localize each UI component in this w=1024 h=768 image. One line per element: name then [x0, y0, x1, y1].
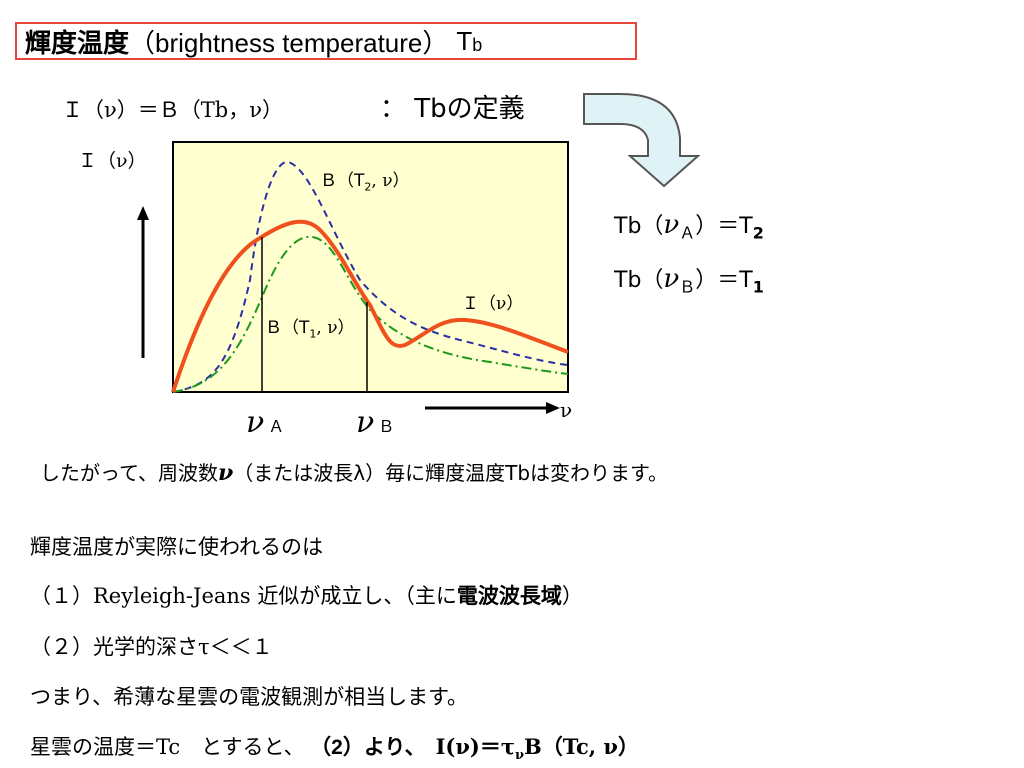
result-nu-a: Tb（νＡ）＝T2	[614, 210, 764, 243]
title-japanese: 輝度温度	[25, 28, 130, 59]
condition-2: （２）光学的深さτ＜＜１	[30, 635, 273, 659]
curve-b-t1	[172, 235, 569, 393]
label-b-t1: Ｂ（T1, ν）	[265, 318, 355, 341]
title-symbol-sub: b	[472, 34, 483, 55]
right-arrow-icon	[425, 402, 560, 414]
y-axis-label: Ｉ（ν）	[78, 150, 147, 172]
definition-equation: Ｉ（ν）＝Ｂ（Tb，ν）	[62, 98, 283, 122]
summary-text: つまり、希薄な星雲の電波観測が相当します。	[30, 685, 469, 709]
condition-1: （１）Reyleigh-Jeans 近似が成立し、（主に電波波長域）	[30, 583, 583, 608]
therefore-text: したがって、周波数ν（または波長λ）毎に輝度温度Tbは変わります。	[40, 460, 669, 486]
x-axis-label: ν	[560, 398, 573, 422]
bent-arrow-icon	[583, 93, 701, 188]
usage-intro: 輝度温度が実際に使われるのは	[30, 535, 323, 559]
title-symbol: T	[456, 25, 473, 56]
graph-svg	[137, 141, 569, 414]
definition-label: ： Tbの定義	[380, 94, 525, 124]
final-equation-line: 星雲の温度＝Tc とすると、 （2）より、 I(ν)＝τνB（Tc, ν）	[30, 734, 639, 764]
title-english: （brightness temperature）	[129, 27, 449, 58]
label-b-t2: Ｂ（T2, ν）	[320, 171, 410, 194]
curve-i-nu	[171, 219, 569, 393]
up-arrow-icon	[137, 206, 149, 358]
title-box: 輝度温度 （brightness temperature） T b	[15, 22, 637, 60]
label-i-nu: Ｉ（ν）	[462, 294, 524, 314]
curve-b-t2	[172, 161, 569, 393]
result-nu-b: Tb（νＢ）＝T1	[614, 264, 764, 297]
